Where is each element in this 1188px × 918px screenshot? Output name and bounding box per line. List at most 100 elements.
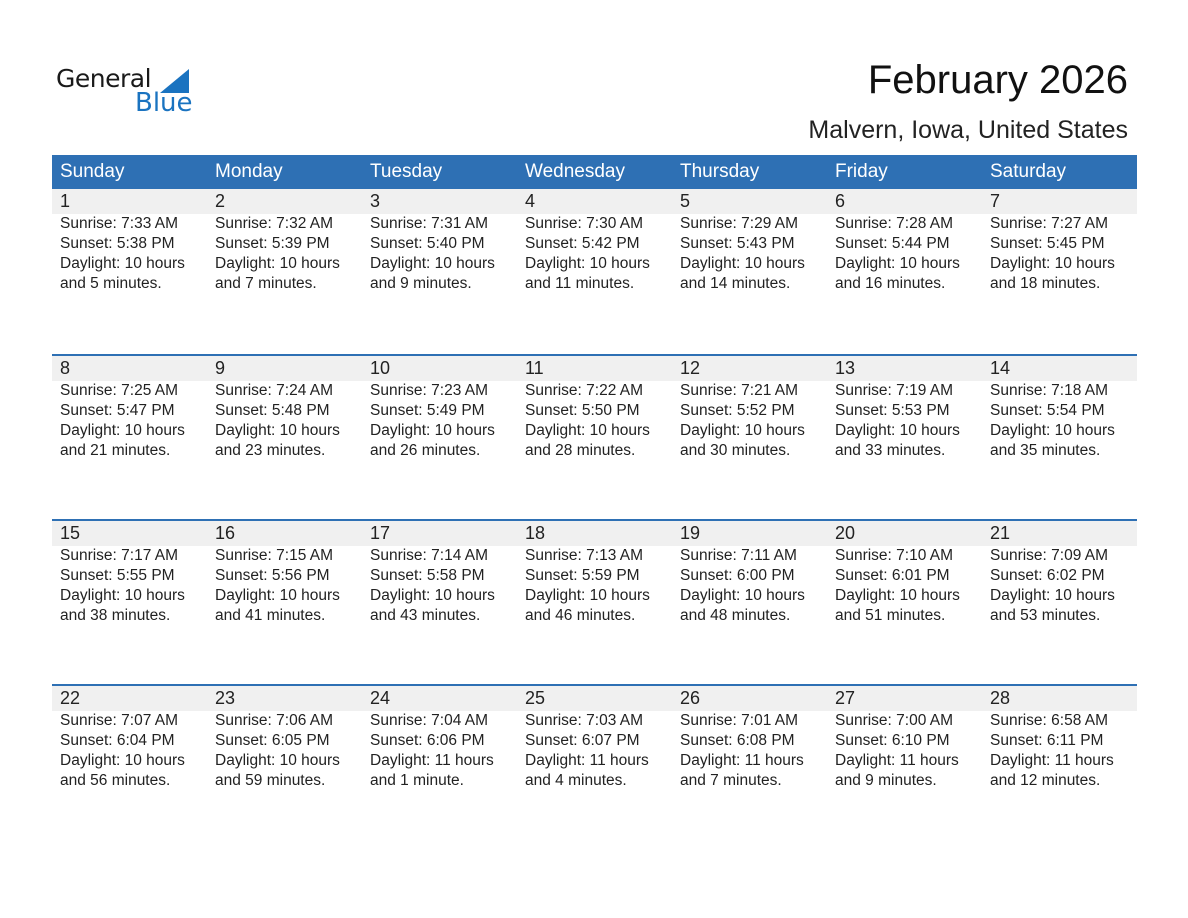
day-number: 18 xyxy=(525,523,546,543)
day-number: 12 xyxy=(680,358,701,378)
daylight-text: Daylight: 10 hours xyxy=(370,587,495,604)
daylight-text: Daylight: 10 hours xyxy=(990,587,1115,604)
daylight-minutes-text: and 23 minutes. xyxy=(215,442,326,459)
daylight-minutes-text: and 46 minutes. xyxy=(525,607,636,624)
day-number: 20 xyxy=(835,523,856,543)
sunset-text: Sunset: 5:47 PM xyxy=(60,402,175,419)
sunset-text: Sunset: 5:42 PM xyxy=(525,235,640,252)
day-number: 17 xyxy=(370,523,391,543)
daylight-minutes-text: and 7 minutes. xyxy=(680,772,782,789)
logo-text-blue: Blue xyxy=(135,88,193,118)
daylight-minutes-text: and 16 minutes. xyxy=(835,275,946,292)
daylight-minutes-text: and 9 minutes. xyxy=(370,275,472,292)
daylight-minutes-text: and 7 minutes. xyxy=(215,275,317,292)
daylight-minutes-text: and 12 minutes. xyxy=(990,772,1101,789)
day-cell: 8 Sunrise: 7:25 AM Sunset: 5:47 PM Daylight… xyxy=(52,356,207,461)
sunrise-text: Sunrise: 7:27 AM xyxy=(990,215,1109,232)
weekday-saturday: Saturday xyxy=(990,161,1067,182)
daylight-text: Daylight: 10 hours xyxy=(60,587,185,604)
daylight-text: Daylight: 10 hours xyxy=(680,587,805,604)
daylight-text: Daylight: 10 hours xyxy=(525,255,650,272)
day-number: 21 xyxy=(990,523,1011,543)
day-number: 16 xyxy=(215,523,236,543)
sunrise-text: Sunrise: 7:23 AM xyxy=(370,382,489,399)
sunset-text: Sunset: 6:08 PM xyxy=(680,732,795,749)
day-number: 26 xyxy=(680,688,701,708)
sunrise-text: Sunrise: 7:17 AM xyxy=(60,547,179,564)
day-number: 6 xyxy=(835,191,846,211)
daylight-text: Daylight: 10 hours xyxy=(215,422,340,439)
day-number: 7 xyxy=(990,191,1001,211)
day-cell: 28 Sunrise: 6:58 AM Sunset: 6:11 PM Dayligh… xyxy=(982,686,1137,791)
daylight-text: Daylight: 10 hours xyxy=(990,422,1115,439)
sunset-text: Sunset: 5:56 PM xyxy=(215,567,330,584)
sunset-text: Sunset: 5:55 PM xyxy=(60,567,175,584)
day-number: 28 xyxy=(990,688,1011,708)
sunrise-text: Sunrise: 7:21 AM xyxy=(680,382,799,399)
date-band xyxy=(52,686,1137,711)
sunrise-text: Sunrise: 7:25 AM xyxy=(60,382,179,399)
daylight-text: Daylight: 11 hours xyxy=(835,752,959,769)
day-number: 14 xyxy=(990,358,1011,378)
daylight-text: Daylight: 10 hours xyxy=(680,422,805,439)
week-row: 15 Sunrise: 7:17 AM Sunset: 5:55 PM Dayligh… xyxy=(52,519,1137,684)
daylight-minutes-text: and 1 minute. xyxy=(370,772,464,789)
logo-text-general: General xyxy=(56,64,152,93)
sunset-text: Sunset: 5:50 PM xyxy=(525,402,640,419)
daylight-minutes-text: and 28 minutes. xyxy=(525,442,636,459)
sunset-text: Sunset: 6:00 PM xyxy=(680,567,795,584)
day-cell: 24 Sunrise: 7:04 AM Sunset: 6:06 PM Dayligh… xyxy=(362,686,517,791)
day-number: 24 xyxy=(370,688,391,708)
daylight-minutes-text: and 48 minutes. xyxy=(680,607,791,624)
weekday-wednesday: Wednesday xyxy=(525,161,625,182)
location-subtitle: Malvern, Iowa, United States xyxy=(808,116,1128,144)
sunrise-text: Sunrise: 7:01 AM xyxy=(680,712,799,729)
day-number: 27 xyxy=(835,688,856,708)
date-band xyxy=(52,521,1137,546)
day-number: 11 xyxy=(525,358,544,378)
day-number: 4 xyxy=(525,191,536,211)
sunrise-text: Sunrise: 6:58 AM xyxy=(990,712,1109,729)
day-cell: 16 Sunrise: 7:15 AM Sunset: 5:56 PM Dayligh… xyxy=(207,521,362,626)
calendar-grid: Sunday Monday Tuesday Wednesday Thursday Frid… xyxy=(52,155,1137,849)
day-number: 9 xyxy=(215,358,226,378)
daylight-minutes-text: and 38 minutes. xyxy=(60,607,171,624)
daylight-text: Daylight: 10 hours xyxy=(835,587,960,604)
day-cell: 20 Sunrise: 7:10 AM Sunset: 6:01 PM Dayligh… xyxy=(827,521,982,626)
day-number: 23 xyxy=(215,688,236,708)
sunrise-text: Sunrise: 7:14 AM xyxy=(370,547,489,564)
sunrise-text: Sunrise: 7:06 AM xyxy=(215,712,334,729)
sunrise-text: Sunrise: 7:31 AM xyxy=(370,215,489,232)
daylight-text: Daylight: 10 hours xyxy=(215,587,340,604)
day-cell: 23 Sunrise: 7:06 AM Sunset: 6:05 PM Dayligh… xyxy=(207,686,362,791)
sunrise-text: Sunrise: 7:32 AM xyxy=(215,215,334,232)
sunrise-text: Sunrise: 7:11 AM xyxy=(680,547,797,564)
daylight-minutes-text: and 11 minutes. xyxy=(525,275,635,292)
logo-triangle-icon xyxy=(160,69,189,93)
sunset-text: Sunset: 6:02 PM xyxy=(990,567,1105,584)
day-cell: 17 Sunrise: 7:14 AM Sunset: 5:58 PM Dayligh… xyxy=(362,521,517,626)
sunset-text: Sunset: 5:48 PM xyxy=(215,402,330,419)
daylight-text: Daylight: 11 hours xyxy=(990,752,1114,769)
daylight-text: Daylight: 10 hours xyxy=(60,752,185,769)
day-cell: 14 Sunrise: 7:18 AM Sunset: 5:54 PM Dayligh… xyxy=(982,356,1137,461)
day-cell: 3 Sunrise: 7:31 AM Sunset: 5:40 PM Daylight… xyxy=(362,189,517,294)
sunrise-text: Sunrise: 7:04 AM xyxy=(370,712,489,729)
day-cell: 26 Sunrise: 7:01 AM Sunset: 6:08 PM Dayligh… xyxy=(672,686,827,791)
day-cell: 7 Sunrise: 7:27 AM Sunset: 5:45 PM Daylight… xyxy=(982,189,1137,294)
day-number: 3 xyxy=(370,191,381,211)
day-cell: 12 Sunrise: 7:21 AM Sunset: 5:52 PM Dayligh… xyxy=(672,356,827,461)
sunrise-text: Sunrise: 7:13 AM xyxy=(525,547,644,564)
sunrise-text: Sunrise: 7:19 AM xyxy=(835,382,954,399)
sunset-text: Sunset: 5:39 PM xyxy=(215,235,330,252)
day-cell: 6 Sunrise: 7:28 AM Sunset: 5:44 PM Daylight… xyxy=(827,189,982,294)
sunset-text: Sunset: 6:07 PM xyxy=(525,732,640,749)
daylight-text: Daylight: 11 hours xyxy=(370,752,494,769)
sunset-text: Sunset: 6:01 PM xyxy=(835,567,950,584)
day-cell: 19 Sunrise: 7:11 AM Sunset: 6:00 PM Dayligh… xyxy=(672,521,827,626)
day-cell: 27 Sunrise: 7:00 AM Sunset: 6:10 PM Dayligh… xyxy=(827,686,982,791)
sunset-text: Sunset: 6:11 PM xyxy=(990,732,1104,749)
weekday-sunday: Sunday xyxy=(60,161,125,182)
sunrise-text: Sunrise: 7:22 AM xyxy=(525,382,644,399)
weekday-monday: Monday xyxy=(215,161,283,182)
